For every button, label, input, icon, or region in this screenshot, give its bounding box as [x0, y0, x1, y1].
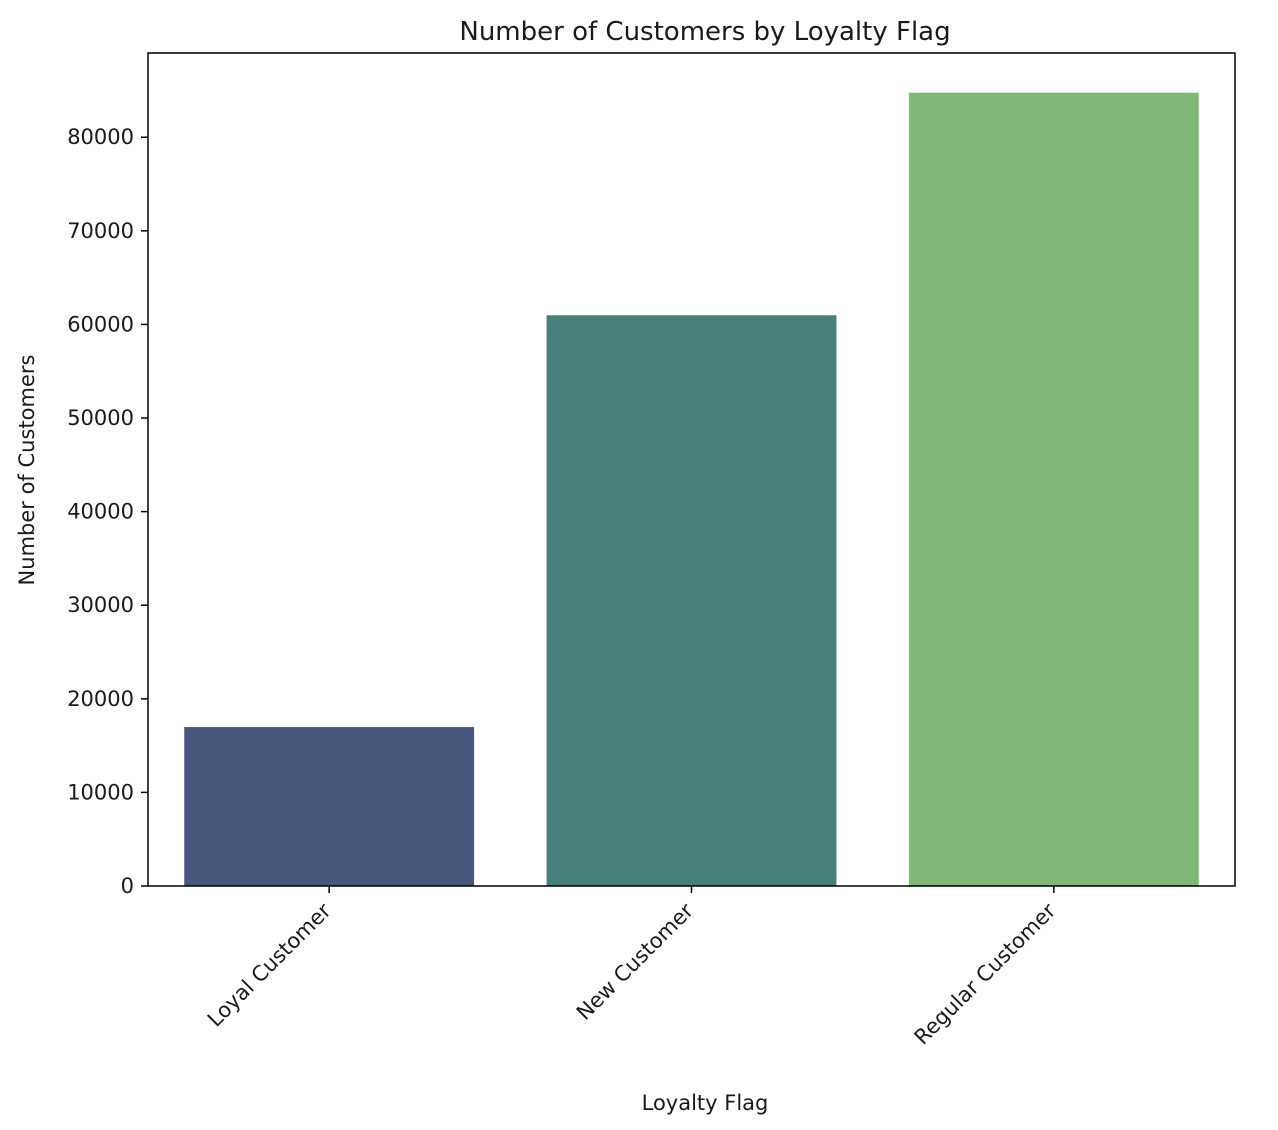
bar-new-customer: [546, 315, 837, 886]
y-tick-label: 40000: [67, 500, 134, 524]
bar-loyal-customer: [184, 727, 475, 886]
x-tick-label: Loyal Customer: [203, 898, 336, 1031]
y-tick-label: 80000: [67, 125, 134, 149]
y-tick-label: 60000: [67, 312, 134, 336]
y-tick-label: 10000: [67, 780, 134, 804]
x-axis: Loyal Customer New Customer Regular Custom…: [203, 886, 1061, 1049]
bar-regular-customer: [908, 92, 1199, 886]
x-axis-title: Loyalty Flag: [642, 1091, 769, 1115]
y-tick-label: 0: [121, 874, 134, 898]
x-tick-label: Regular Customer: [910, 898, 1061, 1049]
plot-frame: [147, 52, 1236, 887]
y-axis-title: Number of Customers: [15, 355, 39, 586]
y-tick-label: 70000: [67, 219, 134, 243]
bars-group: [184, 92, 1199, 886]
y-axis: 0 10000 20000 30000 40000 50000 60000 70000 8000…: [67, 125, 148, 898]
x-tick-label: New Customer: [572, 898, 698, 1024]
chart-title: Number of Customers by Loyalty Flag: [459, 17, 950, 47]
y-tick-label: 50000: [67, 406, 134, 430]
y-tick-label: 20000: [67, 687, 134, 711]
y-tick-label: 30000: [67, 593, 134, 617]
